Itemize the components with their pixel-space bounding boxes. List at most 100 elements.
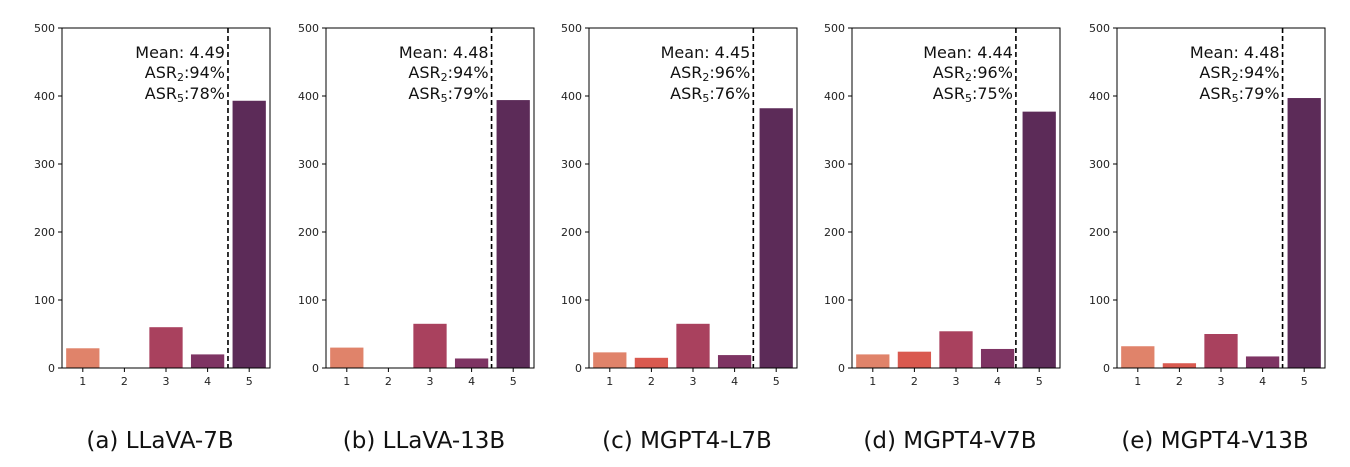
bar: [593, 352, 627, 368]
y-tick-label: 100: [561, 294, 582, 307]
y-tick-label: 200: [824, 226, 845, 239]
x-tick-label: 5: [246, 375, 253, 388]
x-tick-label: 3: [953, 375, 960, 388]
x-tick-label: 1: [343, 375, 350, 388]
x-tick-label: 2: [648, 375, 655, 388]
chart-panel: 0 100 200 300 400 500 1 2 3 4 5 Mean: 4.44ASR2:96%A…: [824, 22, 1061, 454]
y-tick-label: 400: [298, 90, 319, 103]
mean-annotation: Mean: 4.44: [923, 43, 1013, 62]
asr5-annotation: ASR5:75%: [933, 84, 1013, 105]
y-tick-label: 100: [1089, 294, 1110, 307]
x-tick-label: 1: [869, 375, 876, 388]
x-tick-label: 4: [204, 375, 211, 388]
y-tick-label: 400: [1089, 90, 1110, 103]
x-tick-label: 5: [510, 375, 517, 388]
bar: [330, 347, 364, 368]
mean-annotation: Mean: 4.45: [661, 43, 751, 62]
mean-annotation: Mean: 4.48: [399, 43, 489, 62]
bar: [634, 357, 669, 368]
x-tick-label: 1: [1134, 375, 1141, 388]
panel-caption: (e) MGPT4-V13B: [1121, 428, 1308, 454]
y-tick-label: 0: [838, 362, 845, 375]
y-tick-label: 500: [824, 22, 845, 35]
asr5-annotation: ASR5:76%: [670, 84, 750, 105]
y-tick-label: 0: [575, 362, 582, 375]
x-tick-label: 5: [1301, 375, 1308, 388]
bar: [1162, 363, 1197, 368]
bar: [676, 323, 710, 368]
chart-panel: 0 100 200 300 400 500 1 2 3 4 5 Mean: 4.49ASR2:94%A…: [34, 22, 271, 454]
x-tick-label: 3: [690, 375, 697, 388]
x-tick-label: 5: [1036, 375, 1043, 388]
x-tick-label: 2: [385, 375, 392, 388]
y-tick-label: 0: [312, 362, 319, 375]
bar: [149, 327, 183, 368]
panel-caption: (a) LLaVA-7B: [86, 428, 233, 454]
bar: [66, 348, 100, 368]
bar: [897, 351, 932, 368]
bar: [190, 354, 225, 368]
mean-annotation: Mean: 4.48: [1190, 43, 1280, 62]
asr2-annotation: ASR2:94%: [408, 63, 488, 84]
bar: [856, 354, 890, 368]
mean-annotation: Mean: 4.49: [135, 43, 225, 62]
bar: [1121, 346, 1155, 368]
asr5-annotation: ASR5:78%: [145, 84, 225, 105]
x-tick-label: 2: [911, 375, 918, 388]
bar: [1287, 98, 1321, 368]
y-tick-label: 400: [34, 90, 55, 103]
bar: [1204, 334, 1238, 368]
bar: [980, 348, 1015, 368]
x-tick-label: 2: [121, 375, 128, 388]
chart-panel: 0 100 200 300 400 500 1 2 3 4 5 Mean: 4.45ASR2:96%A…: [561, 22, 798, 454]
y-tick-label: 200: [298, 226, 319, 239]
bar: [413, 323, 447, 368]
x-tick-label: 5: [773, 375, 780, 388]
y-tick-label: 300: [1089, 158, 1110, 171]
x-tick-label: 1: [606, 375, 613, 388]
bar: [759, 108, 793, 369]
x-tick-label: 4: [731, 375, 738, 388]
bar: [454, 358, 489, 368]
y-tick-label: 500: [561, 22, 582, 35]
y-tick-label: 500: [298, 22, 319, 35]
bar: [939, 331, 973, 368]
x-tick-label: 3: [1218, 375, 1225, 388]
x-tick-label: 4: [994, 375, 1001, 388]
asr2-annotation: ASR2:96%: [933, 63, 1013, 84]
asr5-annotation: ASR5:79%: [408, 84, 488, 105]
y-tick-label: 500: [1089, 22, 1110, 35]
bar: [232, 100, 266, 368]
x-tick-label: 3: [427, 375, 434, 388]
y-tick-label: 300: [824, 158, 845, 171]
y-tick-label: 200: [1089, 226, 1110, 239]
chart-panel: 0 100 200 300 400 500 1 2 3 4 5 Mean: 4.48ASR2:94%A…: [1089, 22, 1326, 454]
x-tick-label: 3: [163, 375, 170, 388]
y-tick-label: 400: [824, 90, 845, 103]
panel-caption: (b) LLaVA-13B: [343, 428, 505, 454]
y-tick-label: 0: [1103, 362, 1110, 375]
y-tick-label: 200: [561, 226, 582, 239]
x-tick-label: 2: [1176, 375, 1183, 388]
asr5-annotation: ASR5:79%: [1199, 84, 1279, 105]
bar: [1245, 356, 1280, 368]
y-tick-label: 500: [34, 22, 55, 35]
x-tick-label: 1: [79, 375, 86, 388]
x-tick-label: 4: [468, 375, 475, 388]
asr2-annotation: ASR2:94%: [1199, 63, 1279, 84]
y-tick-label: 100: [298, 294, 319, 307]
y-tick-label: 200: [34, 226, 55, 239]
y-tick-label: 400: [561, 90, 582, 103]
x-tick-label: 4: [1259, 375, 1266, 388]
bar: [496, 100, 530, 368]
panel-caption: (c) MGPT4-L7B: [602, 428, 772, 454]
y-tick-label: 300: [561, 158, 582, 171]
bar: [717, 355, 752, 368]
chart-panel: 0 100 200 300 400 500 1 2 3 4 5 Mean: 4.48ASR2:94%A…: [298, 22, 535, 454]
y-tick-label: 300: [298, 158, 319, 171]
y-tick-label: 300: [34, 158, 55, 171]
panel-caption: (d) MGPT4-V7B: [863, 428, 1036, 454]
asr2-annotation: ASR2:94%: [145, 63, 225, 84]
y-tick-label: 0: [48, 362, 55, 375]
